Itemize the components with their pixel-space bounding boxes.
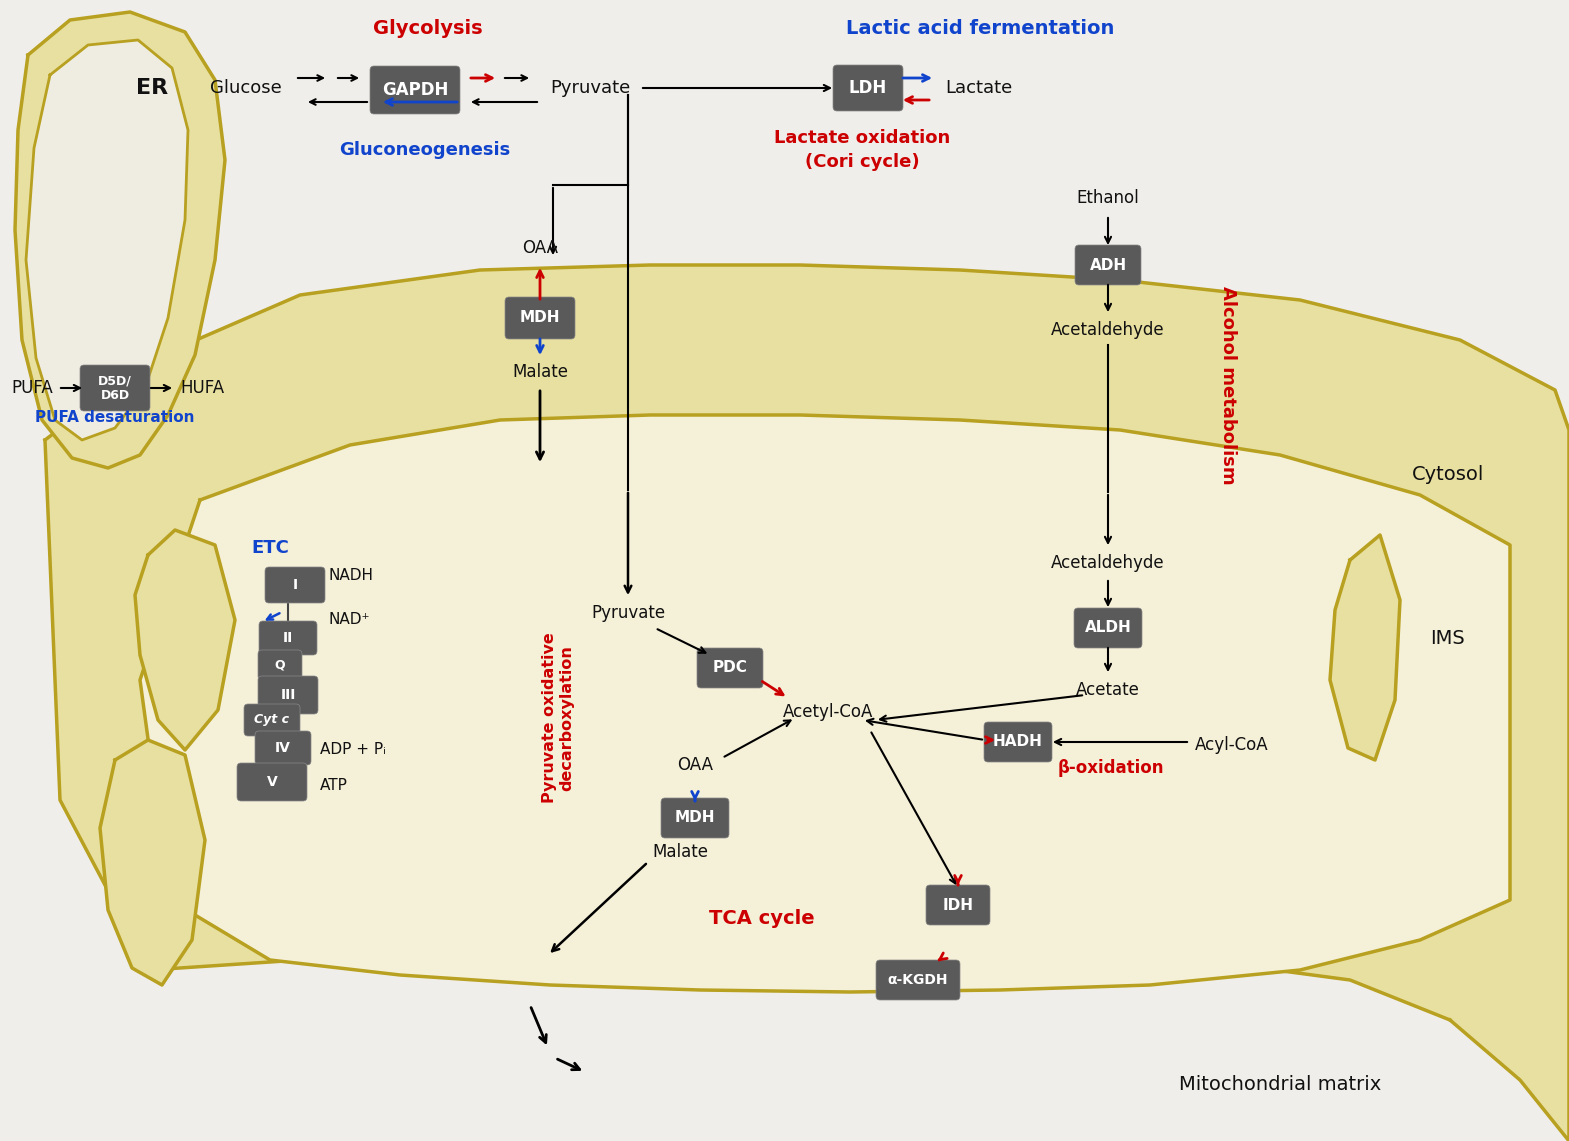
Text: Mitochondrial matrix: Mitochondrial matrix — [1178, 1076, 1381, 1094]
FancyBboxPatch shape — [257, 675, 319, 714]
FancyBboxPatch shape — [505, 297, 574, 339]
Text: GAPDH: GAPDH — [381, 81, 449, 99]
Text: NAD⁺: NAD⁺ — [328, 613, 370, 628]
FancyBboxPatch shape — [265, 567, 325, 602]
Text: Malate: Malate — [653, 843, 708, 861]
Text: V: V — [267, 775, 278, 788]
Text: PUFA: PUFA — [11, 379, 53, 397]
Text: D5D/
D6D: D5D/ D6D — [97, 374, 132, 402]
Text: Pyruvate: Pyruvate — [551, 79, 631, 97]
Polygon shape — [1331, 535, 1400, 760]
Text: Acyl-CoA: Acyl-CoA — [1196, 736, 1269, 754]
Text: Q: Q — [275, 658, 286, 672]
Text: Gluconeogenesis: Gluconeogenesis — [339, 141, 510, 159]
Text: Acetate: Acetate — [1076, 681, 1141, 699]
Text: Pyruvate oxidative
decarboxylation: Pyruvate oxidative decarboxylation — [541, 632, 574, 803]
Text: OAA: OAA — [522, 238, 559, 257]
Polygon shape — [100, 741, 206, 985]
Text: Alcohol metabolism: Alcohol metabolism — [1219, 285, 1236, 484]
Text: Acetaldehyde: Acetaldehyde — [1051, 555, 1164, 572]
Polygon shape — [27, 40, 188, 440]
FancyBboxPatch shape — [80, 365, 151, 411]
Text: Lactic acid fermentation: Lactic acid fermentation — [846, 18, 1114, 38]
Text: NADH: NADH — [328, 567, 373, 583]
Text: Lactate: Lactate — [945, 79, 1012, 97]
FancyBboxPatch shape — [237, 763, 308, 801]
Polygon shape — [135, 531, 235, 750]
Text: HUFA: HUFA — [180, 379, 224, 397]
Text: Malate: Malate — [511, 363, 568, 381]
Text: PDC: PDC — [712, 661, 747, 675]
Text: IV: IV — [275, 741, 290, 755]
Text: ADP + Pᵢ: ADP + Pᵢ — [320, 743, 386, 758]
Text: IMS: IMS — [1431, 629, 1465, 647]
Text: I: I — [292, 578, 298, 592]
Text: Glycolysis: Glycolysis — [373, 18, 483, 38]
Text: ER: ER — [137, 78, 168, 98]
Text: Cytosol: Cytosol — [1412, 466, 1484, 485]
Text: Ethanol: Ethanol — [1076, 189, 1139, 207]
Polygon shape — [16, 13, 224, 468]
Text: ATP: ATP — [320, 777, 348, 793]
FancyBboxPatch shape — [661, 798, 730, 837]
Text: IDH: IDH — [943, 898, 973, 913]
Text: PUFA desaturation: PUFA desaturation — [35, 411, 195, 426]
Text: Pyruvate: Pyruvate — [592, 604, 665, 622]
FancyBboxPatch shape — [984, 722, 1051, 762]
Text: II: II — [282, 631, 293, 645]
Text: (Cori cycle): (Cori cycle) — [805, 153, 919, 171]
FancyBboxPatch shape — [876, 960, 960, 1000]
Text: Lactate oxidation: Lactate oxidation — [774, 129, 951, 147]
Text: TCA cycle: TCA cycle — [709, 908, 814, 928]
FancyBboxPatch shape — [245, 704, 300, 736]
Text: III: III — [281, 688, 295, 702]
FancyBboxPatch shape — [926, 885, 990, 925]
Text: MDH: MDH — [519, 310, 560, 325]
Text: ADH: ADH — [1089, 258, 1127, 273]
FancyBboxPatch shape — [259, 621, 317, 655]
Text: OAA: OAA — [676, 756, 712, 774]
Text: Glucose: Glucose — [210, 79, 282, 97]
Text: MDH: MDH — [675, 810, 715, 825]
Text: LDH: LDH — [849, 79, 886, 97]
Text: Cyt c: Cyt c — [254, 713, 290, 727]
FancyBboxPatch shape — [697, 648, 763, 688]
Text: Acetyl-CoA: Acetyl-CoA — [783, 703, 874, 721]
FancyBboxPatch shape — [1075, 245, 1141, 285]
Polygon shape — [46, 265, 1569, 1141]
Text: Acetaldehyde: Acetaldehyde — [1051, 321, 1164, 339]
FancyBboxPatch shape — [370, 66, 460, 114]
Polygon shape — [140, 415, 1509, 992]
Text: ALDH: ALDH — [1084, 621, 1131, 636]
FancyBboxPatch shape — [833, 65, 904, 111]
FancyBboxPatch shape — [1075, 608, 1142, 648]
FancyBboxPatch shape — [256, 731, 311, 764]
Text: ETC: ETC — [251, 539, 289, 557]
Text: β-oxidation: β-oxidation — [1058, 759, 1164, 777]
Text: α-KGDH: α-KGDH — [888, 973, 948, 987]
FancyBboxPatch shape — [257, 650, 301, 680]
Text: HADH: HADH — [993, 735, 1043, 750]
